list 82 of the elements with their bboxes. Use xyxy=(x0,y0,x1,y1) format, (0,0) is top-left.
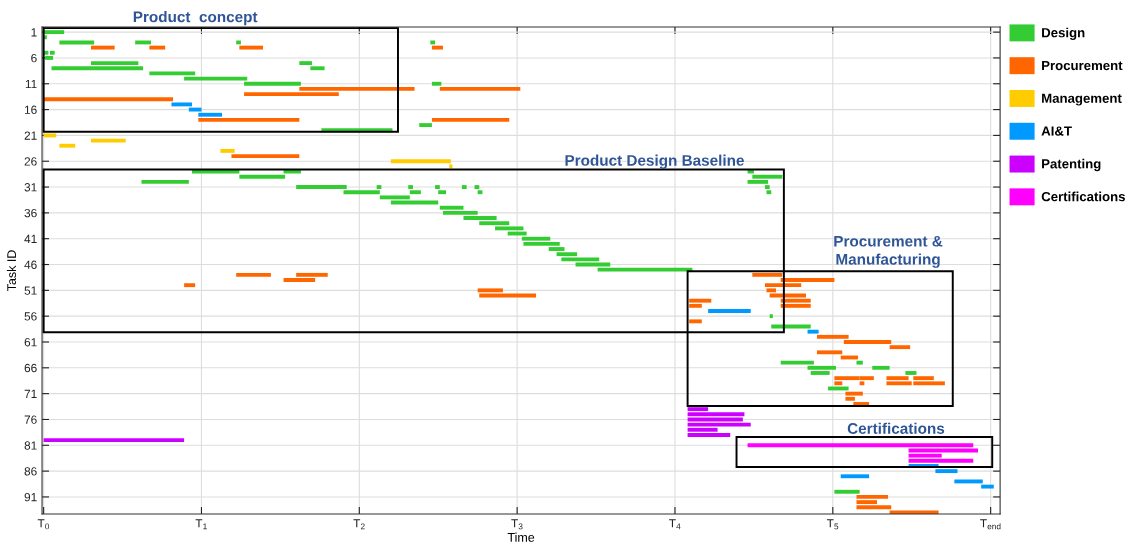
bar xyxy=(708,309,751,313)
bar xyxy=(461,185,467,189)
legend-label: AI&T xyxy=(1041,126,1072,136)
bar xyxy=(198,117,300,122)
y-tick-label: 1 xyxy=(31,28,37,37)
bar xyxy=(419,123,432,128)
bar xyxy=(149,71,196,76)
x-axis-title: Time xyxy=(507,532,535,542)
bar xyxy=(220,148,235,153)
y-tick-label: 36 xyxy=(24,208,37,218)
bar xyxy=(184,283,196,288)
x-tick-label: T$_{4}$ xyxy=(669,519,681,530)
y-tick-label: 51 xyxy=(24,286,37,295)
annotation: Procurement & Manufacturing xyxy=(834,235,943,268)
bar xyxy=(908,458,974,463)
text: Product concept xyxy=(133,11,258,26)
bar xyxy=(43,438,185,443)
y-tick-label: 31 xyxy=(24,183,37,192)
y-tick-label: 21 xyxy=(24,131,37,140)
bar xyxy=(431,81,442,86)
bar xyxy=(840,474,870,479)
legend-label: Certifications xyxy=(1041,191,1125,202)
bar xyxy=(872,365,890,370)
y-tick-label: 56 xyxy=(24,312,37,321)
y-tick-label: 41 xyxy=(24,234,37,243)
bar xyxy=(747,443,974,448)
bar xyxy=(780,303,811,308)
bar xyxy=(886,376,909,381)
bar xyxy=(239,45,264,50)
y-tick-label: 81 xyxy=(24,441,37,450)
y-tick-label: 46 xyxy=(24,260,37,269)
bar xyxy=(171,102,192,107)
bar xyxy=(43,97,174,102)
bar xyxy=(431,45,443,50)
bar xyxy=(239,174,286,179)
legend-label: Design xyxy=(1042,27,1085,41)
legend-label: Management xyxy=(1042,93,1122,106)
bar xyxy=(43,30,65,35)
x-tick-label: T$_{0}$ xyxy=(37,519,50,530)
bar xyxy=(390,159,451,164)
legend-label: Patenting xyxy=(1042,158,1101,172)
x-tick-label: T$_{end}$ xyxy=(980,519,1001,530)
bar xyxy=(834,489,860,494)
y-tick-label: 86 xyxy=(24,467,37,476)
bar xyxy=(90,138,126,143)
x-tick-label: T$_{5}$ xyxy=(826,519,839,530)
bar xyxy=(439,86,521,91)
y-tick-label: 16 xyxy=(24,105,37,114)
bar xyxy=(379,195,410,200)
x-tick-label: T$_{3}$ xyxy=(511,519,523,530)
y-tick-label: 71 xyxy=(24,389,37,398)
y-tick-label: 66 xyxy=(24,363,37,373)
bar xyxy=(477,288,503,293)
bar xyxy=(597,267,693,272)
bar xyxy=(431,117,510,122)
bar xyxy=(236,272,271,277)
bar xyxy=(149,45,166,50)
bar xyxy=(981,484,994,489)
bar xyxy=(141,179,189,184)
bar xyxy=(905,371,917,375)
bar xyxy=(769,314,773,319)
x-tick-label: T$_{2}$ xyxy=(353,519,365,530)
bar xyxy=(856,360,863,365)
bar xyxy=(90,45,115,50)
x-tick-label: T$_{1}$ xyxy=(195,519,207,530)
y-tick-label: 6 xyxy=(31,53,37,63)
bar xyxy=(231,154,300,158)
annotation: Certifications xyxy=(847,422,945,434)
y-tick-label: 91 xyxy=(24,492,37,502)
bar xyxy=(807,329,819,334)
legend-label: Procurement xyxy=(1042,60,1123,71)
bar xyxy=(43,133,57,138)
bar xyxy=(59,143,76,148)
y-axis-title: Task ID xyxy=(6,250,17,292)
bar xyxy=(935,469,958,474)
bar xyxy=(689,319,702,324)
bar xyxy=(817,350,843,355)
y-tick-label: 26 xyxy=(24,157,37,166)
annotation: Product Design Baseline xyxy=(565,154,744,169)
y-tick-label: 11 xyxy=(25,79,37,89)
y-tick-label: 61 xyxy=(24,338,37,347)
y-tick-label: 76 xyxy=(24,415,37,424)
